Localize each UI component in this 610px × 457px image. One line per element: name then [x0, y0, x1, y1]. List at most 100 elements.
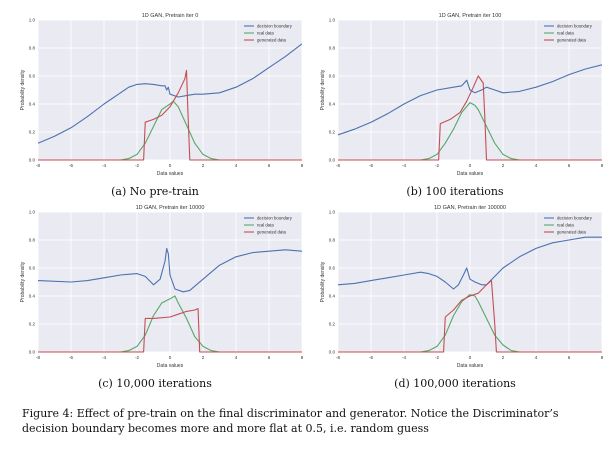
x-tick-label: 4 — [235, 355, 238, 360]
subcaption-c: (c) 10,000 iterations — [98, 377, 212, 390]
series-line-decision-boundary — [37, 247, 303, 293]
x-tick-label: -6 — [369, 163, 373, 168]
series-line-decision-boundary — [337, 236, 602, 290]
x-tick-label: 2 — [202, 355, 205, 360]
x-tick-label: 4 — [535, 163, 538, 168]
x-tick-label: -4 — [402, 163, 406, 168]
y-tick-label: 0.2 — [29, 130, 36, 135]
chart-title: 1D GAN, Pretrain iter 100000 — [434, 205, 506, 211]
y-tick-label: 0.8 — [29, 238, 36, 243]
y-tick-label: 0.6 — [29, 74, 36, 79]
series-line-real-data — [120, 295, 302, 353]
legend-label: decision boundary — [557, 216, 593, 221]
legend-label: generated data — [257, 230, 287, 235]
chart-title: 1D GAN, Pretrain iter 10000 — [136, 205, 205, 211]
y-tick-label: 0.6 — [329, 74, 336, 79]
y-axis-label: Probability density — [320, 261, 326, 302]
y-tick-label: 0.2 — [329, 130, 336, 135]
subcaption-a: (a) No pre-train — [111, 185, 199, 198]
y-tick-label: 1.0 — [329, 18, 336, 23]
x-axis-label: Data values — [157, 363, 184, 369]
y-tick-label: 0.6 — [329, 266, 336, 271]
chart-svg: -8 -6 -4 -2 0 2 4 6 8 0.0 0.2 0.4 0.6 0.8 1.0 1D GAN, P… — [320, 205, 604, 369]
y-tick-label: 0.8 — [29, 46, 36, 51]
legend-label: generated data — [257, 38, 287, 43]
y-tick-label: 0.4 — [29, 102, 36, 107]
x-tick-label: 8 — [601, 163, 604, 168]
chart-svg: -8 -6 -4 -2 0 2 4 6 8 0.0 0.2 0.4 0.6 0.8 1.0 1D GAN, P… — [20, 13, 304, 177]
x-tick-label: -4 — [102, 163, 106, 168]
x-tick-label: 8 — [301, 355, 304, 360]
y-tick-label: 0.4 — [29, 294, 36, 299]
x-tick-label: -8 — [36, 355, 40, 360]
x-axis-label: Data values — [157, 171, 184, 177]
x-tick-label: -8 — [36, 163, 40, 168]
y-axis-label: Probability density — [320, 69, 326, 110]
y-tick-label: 0.6 — [29, 266, 36, 271]
x-tick-label: 2 — [202, 163, 205, 168]
series-line-generated-data — [338, 75, 602, 161]
series-line-real-data — [420, 294, 602, 353]
y-tick-label: 0.0 — [29, 350, 36, 355]
x-tick-label: 8 — [601, 355, 604, 360]
chart-title: 1D GAN, Pretrain iter 100 — [439, 13, 502, 19]
x-tick-label: 6 — [568, 163, 571, 168]
y-axis-label: Probability density — [20, 69, 26, 110]
y-tick-label: 1.0 — [29, 210, 36, 215]
legend-label: real data — [557, 223, 574, 228]
y-tick-label: 1.0 — [329, 210, 336, 215]
x-tick-label: -2 — [135, 355, 139, 360]
chart-panel-a: -8 -6 -4 -2 0 2 4 6 8 0.0 0.2 0.4 0.6 0.8 1.0 1D GAN, P… — [5, 8, 305, 188]
x-tick-label: 8 — [301, 163, 304, 168]
chart-panel-c: -8 -6 -4 -2 0 2 4 6 8 0.0 0.2 0.4 0.6 0.8 1.0 1D GAN, P… — [5, 200, 305, 380]
x-tick-label: 0 — [469, 163, 472, 168]
y-tick-label: 0.0 — [329, 350, 336, 355]
x-tick-label: 6 — [268, 163, 271, 168]
x-tick-label: 4 — [235, 163, 238, 168]
legend-label: real data — [257, 223, 274, 228]
subcaption-b: (b) 100 iterations — [406, 185, 504, 198]
x-tick-label: 0 — [469, 355, 472, 360]
y-tick-label: 0.8 — [329, 46, 336, 51]
y-tick-label: 1.0 — [29, 18, 36, 23]
x-tick-label: -4 — [402, 355, 406, 360]
x-tick-label: 6 — [568, 355, 571, 360]
chart-title: 1D GAN, Pretrain iter 0 — [142, 13, 199, 19]
chart-svg: -8 -6 -4 -2 0 2 4 6 8 0.0 0.2 0.4 0.6 0.8 1.0 1D GAN, P… — [20, 205, 304, 369]
x-tick-label: 6 — [268, 355, 271, 360]
y-tick-label: 0.8 — [329, 238, 336, 243]
subcaption-d: (d) 100,000 iterations — [394, 377, 516, 390]
legend-label: decision boundary — [557, 24, 593, 29]
legend-label: decision boundary — [257, 24, 293, 29]
y-tick-label: 0.2 — [329, 322, 336, 327]
y-tick-label: 0.0 — [29, 158, 36, 163]
x-tick-label: -2 — [435, 163, 439, 168]
x-tick-label: -8 — [336, 163, 340, 168]
y-axis-label: Probability density — [20, 261, 26, 302]
series-line-decision-boundary — [337, 64, 603, 136]
x-tick-label: -6 — [369, 355, 373, 360]
x-tick-label: -2 — [135, 163, 139, 168]
chart-panel-d: -8 -6 -4 -2 0 2 4 6 8 0.0 0.2 0.4 0.6 0.8 1.0 1D GAN, P… — [305, 200, 605, 380]
series-line-generated-data — [38, 308, 302, 353]
series-line-generated-data — [38, 69, 302, 161]
y-tick-label: 0.4 — [329, 294, 336, 299]
x-tick-label: 0 — [169, 163, 172, 168]
legend-label: decision boundary — [257, 216, 293, 221]
x-tick-label: 4 — [535, 355, 538, 360]
x-tick-label: 0 — [169, 355, 172, 360]
series-line-real-data — [420, 102, 602, 161]
x-axis-label: Data values — [457, 171, 484, 177]
x-tick-label: -8 — [336, 355, 340, 360]
x-axis-label: Data values — [457, 363, 484, 369]
x-tick-label: -4 — [102, 355, 106, 360]
y-tick-label: 0.0 — [329, 158, 336, 163]
x-tick-label: 2 — [502, 163, 505, 168]
chart-panel-b: -8 -6 -4 -2 0 2 4 6 8 0.0 0.2 0.4 0.6 0.8 1.0 1D GAN, P… — [305, 8, 605, 188]
chart-svg: -8 -6 -4 -2 0 2 4 6 8 0.0 0.2 0.4 0.6 0.8 1.0 1D GAN, P… — [320, 13, 604, 177]
x-tick-label: -2 — [435, 355, 439, 360]
legend-label: generated data — [557, 38, 587, 43]
legend-label: real data — [257, 31, 274, 36]
y-tick-label: 0.2 — [29, 322, 36, 327]
figure-caption: Figure 4: Effect of pre-train on the fin… — [22, 407, 559, 435]
